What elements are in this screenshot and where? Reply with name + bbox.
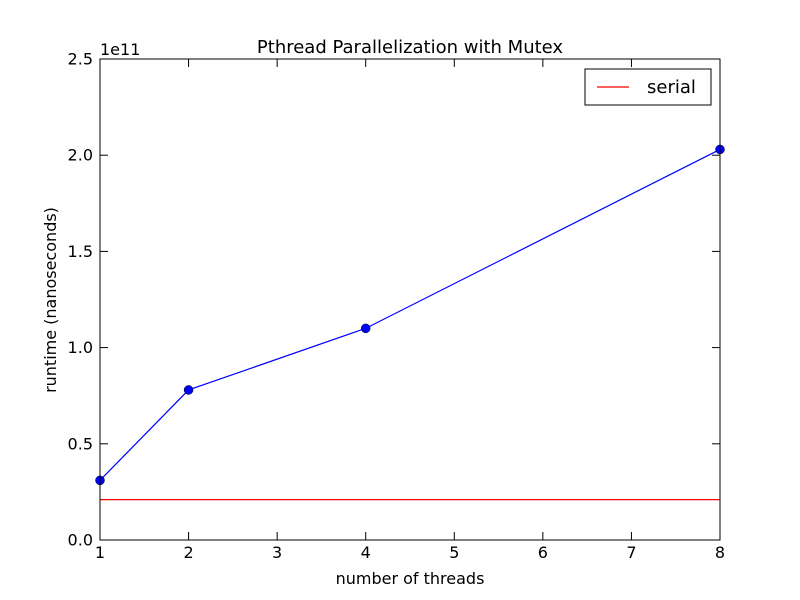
legend-serial-label: serial [647,77,696,98]
chart-title: Pthread Parallelization with Mutex [257,37,564,58]
y-offset-label: 1e11 [100,40,140,59]
plot-frame [99,58,721,541]
y-axis-label: runtime (nanoseconds) [41,207,60,393]
y-tick-label: 1.0 [68,338,93,357]
x-tick-label: 4 [361,543,371,562]
x-tick-label: 3 [272,543,282,562]
legend: serial [584,68,712,106]
x-tick-label: 2 [183,543,193,562]
x-tick-label: 7 [626,543,636,562]
plot-area: 1 2 3 4 5 6 7 8 0.0 0.5 1.0 1.5 2.0 2.5 [68,50,726,563]
y-tick-label: 2.5 [68,50,93,69]
x-tick-label: 1 [95,543,105,562]
series-layer [95,144,725,501]
runtime-data-point [360,323,371,334]
x-axis-label: number of threads [336,569,485,588]
y-tick-label: 2.0 [68,146,93,165]
y-tick-label: 0.0 [68,531,93,550]
runtime-series-line [99,148,721,481]
x-tick-label: 5 [449,543,459,562]
x-tick-label: 6 [538,543,548,562]
x-tick-label: 8 [715,543,725,562]
y-tick-label: 0.5 [68,434,93,453]
runtime-data-point [183,385,194,395]
y-tick-label: 1.5 [68,242,93,261]
tick-layer: 1 2 3 4 5 6 7 8 0.0 0.5 1.0 1.5 2.0 2.5 [68,50,726,563]
